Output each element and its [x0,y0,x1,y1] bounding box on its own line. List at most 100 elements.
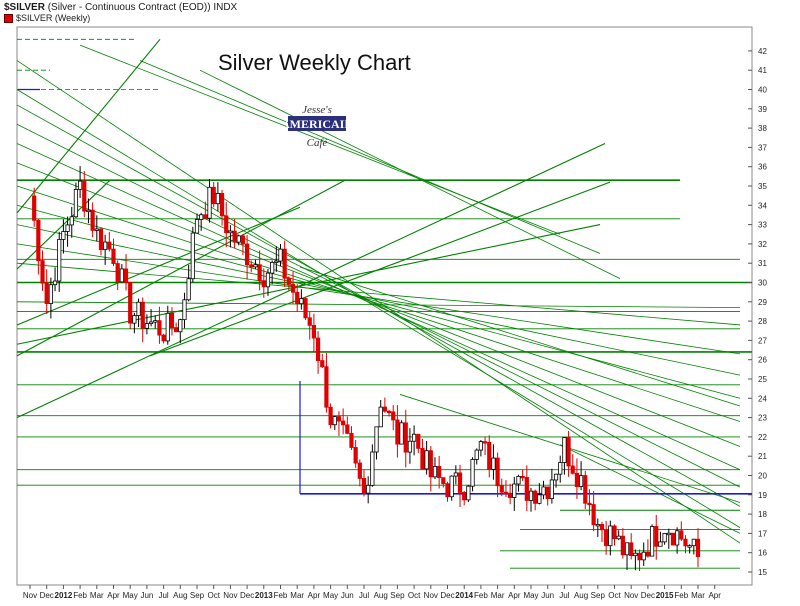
y-tick-label: 32 [758,240,767,249]
candle-body [320,360,325,368]
candle-body [98,228,104,251]
x-tick-label: Aug [173,591,187,600]
candle-body [378,406,383,428]
candle-body [244,243,250,266]
candle-body [353,447,358,464]
candle-body [420,447,425,470]
candle-body [416,433,421,449]
descending-trendline [199,69,621,279]
candle-body [286,277,291,285]
x-tick-label: Feb [674,591,688,600]
descending-trendline [16,262,741,326]
candle-body [236,235,241,243]
ascending-trendline [16,224,601,345]
candle-body [299,298,304,305]
candle-body [432,466,438,478]
x-tick-label: Aug [374,591,388,600]
candle-body [303,298,308,319]
candle-body [290,284,296,293]
y-tick-label: 18 [758,510,767,519]
candle-body [453,472,458,477]
descending-trendline [16,204,741,399]
candle-body [562,437,567,463]
x-tick-label: Apr [107,591,120,600]
candle-body [32,195,37,221]
y-tick-label: 15 [758,568,767,577]
candle-body [587,502,592,506]
candle-body [48,284,53,304]
candle-body [40,260,45,284]
x-tick-label: Mar [491,591,505,600]
x-tick-label: Jul [559,591,569,600]
candle-body [103,241,108,251]
candle-body [583,475,588,504]
candle-body [566,437,571,467]
ascending-trendline [16,206,301,326]
candle-body [629,542,634,557]
candle-body [437,466,442,479]
x-axis: Nov Dec 2012 Feb Mar Apr May Jun Jul Aug Sep Oct Nov… [23,585,721,600]
x-tick-label: Sep [591,591,606,600]
candle-body [612,525,617,540]
candle-body [190,232,195,280]
candle-body [78,180,83,190]
candle-body [386,410,392,414]
descending-trendline [139,60,601,254]
descending-trendline [16,123,741,488]
x-tick-label: 2015 [656,591,674,600]
candle-body [478,441,484,451]
x-tick-label: Oct [207,591,220,600]
candle-body [553,473,559,481]
candle-body [282,248,287,279]
series-legend: $SILVER (Weekly) [4,13,91,24]
y-tick-label: 40 [758,86,767,95]
candle-body [395,419,400,445]
candle-body [107,241,112,250]
candle-body [341,420,346,426]
y-tick-label: 38 [758,124,767,133]
candle-body [541,486,546,496]
candle-body [499,485,504,493]
candle-body [457,472,463,493]
y-tick-label: 20 [758,472,767,481]
y-tick-label: 23 [758,414,767,423]
candle-body [620,535,625,556]
logo-line-2: AMERICAIN [286,117,348,131]
candle-body [207,186,212,219]
ascending-trendline [16,143,606,419]
logo-line-1: Jesse's [302,104,332,116]
descending-trendline [16,224,741,376]
candle-body [261,280,266,288]
candle-body [174,327,179,333]
series-label: $SILVER (Weekly) [16,13,91,23]
candle-body [224,215,229,234]
y-tick-label: 30 [758,279,767,288]
candle-body [691,538,696,547]
candle-body [336,416,342,422]
candle-body [649,526,655,557]
x-tick-label: Nov [223,591,237,600]
candle-body [57,239,62,282]
candle-body [445,483,450,498]
candle-body [199,214,204,220]
x-tick-label: Sep [390,591,405,600]
candle-body [570,465,575,474]
candle-body [240,235,246,245]
x-tick-label: Jun [541,591,554,600]
candle-body [441,477,446,485]
descending-trendline [16,243,741,355]
candle-body [574,472,580,487]
candle-body [332,416,337,426]
candle-body [462,492,467,501]
x-tick-label: Mar [90,591,104,600]
descending-trendline [559,444,741,534]
y-tick-label: 19 [758,491,767,500]
candle-body [545,486,550,500]
candle-body [270,262,275,274]
y-tick-label: 25 [758,375,767,384]
candle-body [44,282,49,304]
x-tick-label: Sep [190,591,205,600]
candle-body [470,459,475,487]
y-tick-label: 29 [758,298,767,307]
candle-body [524,477,529,501]
